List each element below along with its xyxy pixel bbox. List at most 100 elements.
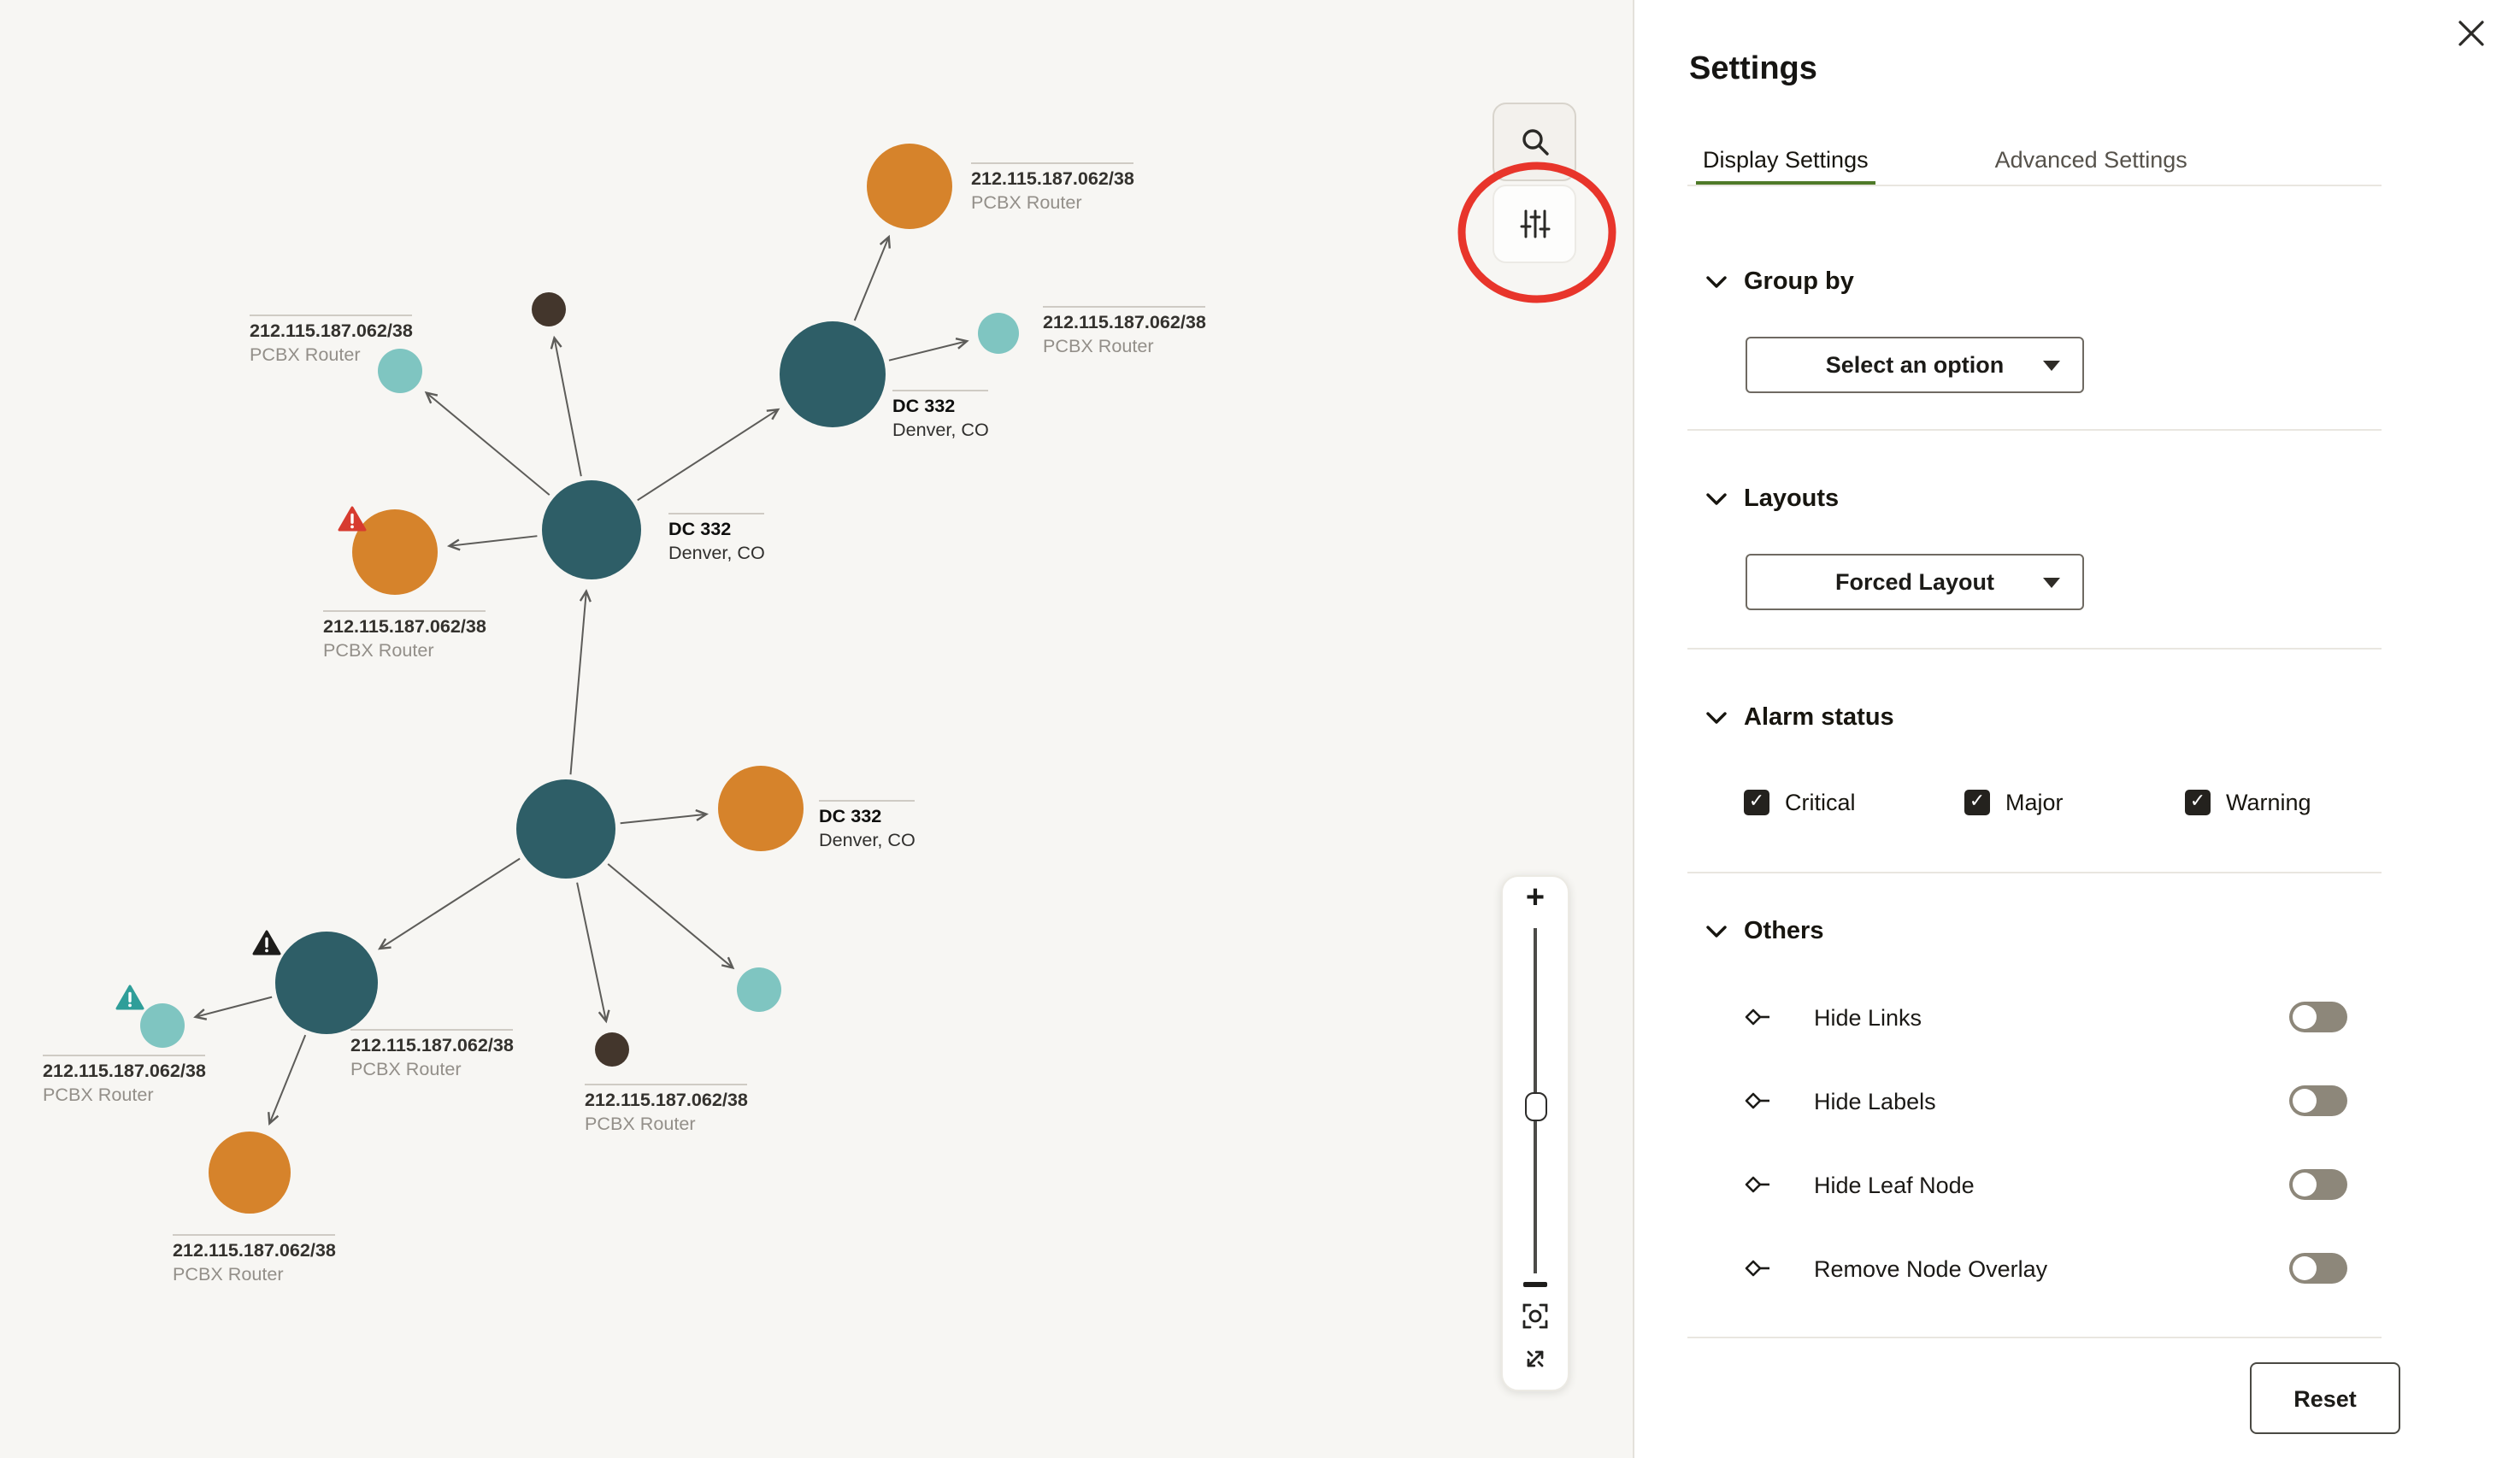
graph-edge bbox=[569, 591, 586, 775]
section-group-by[interactable]: Group by bbox=[1706, 268, 1854, 296]
divider bbox=[1687, 429, 2382, 431]
graph-edge bbox=[607, 863, 733, 967]
fit-to-view-icon[interactable] bbox=[1522, 1302, 1549, 1330]
display-settings-button[interactable] bbox=[1493, 185, 1576, 263]
graph-edge bbox=[853, 237, 889, 321]
graph-node-n2[interactable] bbox=[532, 292, 566, 326]
checkbox-label: Warning bbox=[2226, 790, 2311, 815]
filter-sliders-icon bbox=[1519, 209, 1550, 238]
checkbox-label: Critical bbox=[1785, 790, 1856, 815]
divider bbox=[1687, 1337, 2382, 1338]
checkbox-icon[interactable] bbox=[1964, 790, 1990, 815]
group-by-dropdown[interactable]: Select an option bbox=[1746, 337, 2084, 393]
major-alarm-badge bbox=[252, 930, 281, 955]
graph-edge bbox=[269, 1034, 307, 1123]
hide-links-toggle[interactable] bbox=[2289, 1002, 2347, 1032]
graph-edge bbox=[427, 393, 551, 496]
graph-node-n3[interactable] bbox=[978, 313, 1019, 354]
checkbox-label: Major bbox=[2005, 790, 2064, 815]
dropdown-caret-icon bbox=[2043, 578, 2060, 588]
tab-display-settings[interactable]: Display Settings bbox=[1696, 147, 1875, 186]
chevron-down-icon bbox=[1706, 926, 1727, 938]
toggle-knob bbox=[2293, 1089, 2317, 1113]
graph-node-n14[interactable] bbox=[209, 1132, 291, 1214]
dropdown-caret-icon bbox=[2043, 361, 2060, 371]
graph-edge bbox=[450, 535, 538, 546]
search-button[interactable] bbox=[1493, 103, 1576, 181]
node-link-icon bbox=[1745, 1260, 1769, 1277]
hide-labels-toggle[interactable] bbox=[2289, 1085, 2347, 1116]
graph-node-n13[interactable] bbox=[140, 1003, 185, 1048]
toggle-knob bbox=[2293, 1173, 2317, 1196]
expand-fullscreen-icon[interactable] bbox=[1522, 1345, 1549, 1373]
graph-node-n1[interactable] bbox=[867, 144, 952, 229]
node-link-icon bbox=[1745, 1176, 1769, 1193]
graph-edge bbox=[620, 814, 707, 825]
section-layouts[interactable]: Layouts bbox=[1706, 485, 1839, 513]
graph-node-n4[interactable] bbox=[780, 321, 886, 427]
toggle-label: Remove Node Overlay bbox=[1814, 1255, 2048, 1281]
toggle-label: Hide Leaf Node bbox=[1814, 1172, 1975, 1197]
alarm-status-options: Critical Major Warning bbox=[1744, 790, 2405, 815]
chevron-down-icon bbox=[1706, 493, 1727, 505]
zoom-control: + bbox=[1501, 875, 1569, 1391]
row-hide-labels: Hide Labels bbox=[1744, 1084, 2347, 1118]
panel-title: Settings bbox=[1689, 51, 1817, 87]
graph-edge bbox=[888, 341, 967, 362]
checkbox-icon[interactable] bbox=[1744, 790, 1769, 815]
warning-alarm-badge bbox=[115, 985, 144, 1010]
remove-node-overlay-toggle[interactable] bbox=[2289, 1253, 2347, 1284]
section-heading: Alarm status bbox=[1744, 704, 1894, 732]
chevron-down-icon bbox=[1706, 712, 1727, 724]
toggle-knob bbox=[2293, 1256, 2317, 1280]
graph-edge bbox=[380, 857, 521, 949]
graph-node-n12[interactable] bbox=[275, 932, 378, 1034]
checkbox-critical[interactable]: Critical bbox=[1744, 790, 1964, 815]
checkbox-major[interactable]: Major bbox=[1964, 790, 2185, 815]
zoom-in-button[interactable]: + bbox=[1525, 880, 1546, 916]
zoom-out-button[interactable] bbox=[1523, 1282, 1547, 1287]
settings-tabs: Display Settings Advanced Settings bbox=[1696, 147, 2191, 186]
graph-node-n9[interactable] bbox=[718, 766, 804, 851]
graph-node-n8[interactable] bbox=[516, 779, 615, 879]
checkbox-icon[interactable] bbox=[2185, 790, 2211, 815]
chevron-down-icon bbox=[1706, 276, 1727, 288]
critical-alarm-badge bbox=[338, 506, 367, 532]
row-hide-leaf-node: Hide Leaf Node bbox=[1744, 1167, 2347, 1202]
close-button[interactable] bbox=[2452, 14, 2489, 51]
section-others[interactable]: Others bbox=[1706, 918, 1824, 945]
section-heading: Group by bbox=[1744, 268, 1854, 296]
graph-edge bbox=[196, 996, 273, 1017]
graph-node-n6[interactable] bbox=[542, 480, 641, 579]
graph-edge bbox=[637, 409, 778, 502]
tab-advanced-settings[interactable]: Advanced Settings bbox=[1994, 147, 2187, 173]
graph-edge bbox=[576, 882, 606, 1021]
settings-panel: Settings Display Settings Advanced Setti… bbox=[1634, 0, 2520, 1458]
section-alarm-status[interactable]: Alarm status bbox=[1706, 704, 1894, 732]
dropdown-value: Forced Layout bbox=[1834, 569, 1994, 595]
graph-node-n7[interactable] bbox=[352, 509, 438, 595]
zoom-slider-handle[interactable] bbox=[1524, 1092, 1546, 1121]
toggle-knob bbox=[2293, 1005, 2317, 1029]
dropdown-value: Select an option bbox=[1825, 352, 2005, 378]
hide-leaf-node-toggle[interactable] bbox=[2289, 1169, 2347, 1200]
graph-node-n5[interactable] bbox=[378, 349, 422, 393]
toggle-label: Hide Labels bbox=[1814, 1088, 1936, 1114]
graph-node-n11[interactable] bbox=[595, 1032, 629, 1067]
search-icon bbox=[1522, 129, 1548, 156]
topology-canvas[interactable]: 212.115.187.062/38 PCBX Router 212.115.187… bbox=[0, 0, 1634, 1458]
reset-button[interactable]: Reset bbox=[2250, 1362, 2400, 1434]
node-link-icon bbox=[1745, 1008, 1769, 1026]
row-hide-links: Hide Links bbox=[1744, 1000, 2347, 1034]
layouts-dropdown[interactable]: Forced Layout bbox=[1746, 554, 2084, 610]
graph-edge bbox=[554, 338, 582, 477]
graph-node-n10[interactable] bbox=[737, 967, 781, 1012]
section-heading: Others bbox=[1744, 918, 1824, 945]
topology-graph bbox=[115, 144, 1019, 1214]
toggle-label: Hide Links bbox=[1814, 1004, 1922, 1030]
divider bbox=[1687, 648, 2382, 650]
checkbox-warning[interactable]: Warning bbox=[2185, 790, 2405, 815]
divider bbox=[1687, 872, 2382, 873]
